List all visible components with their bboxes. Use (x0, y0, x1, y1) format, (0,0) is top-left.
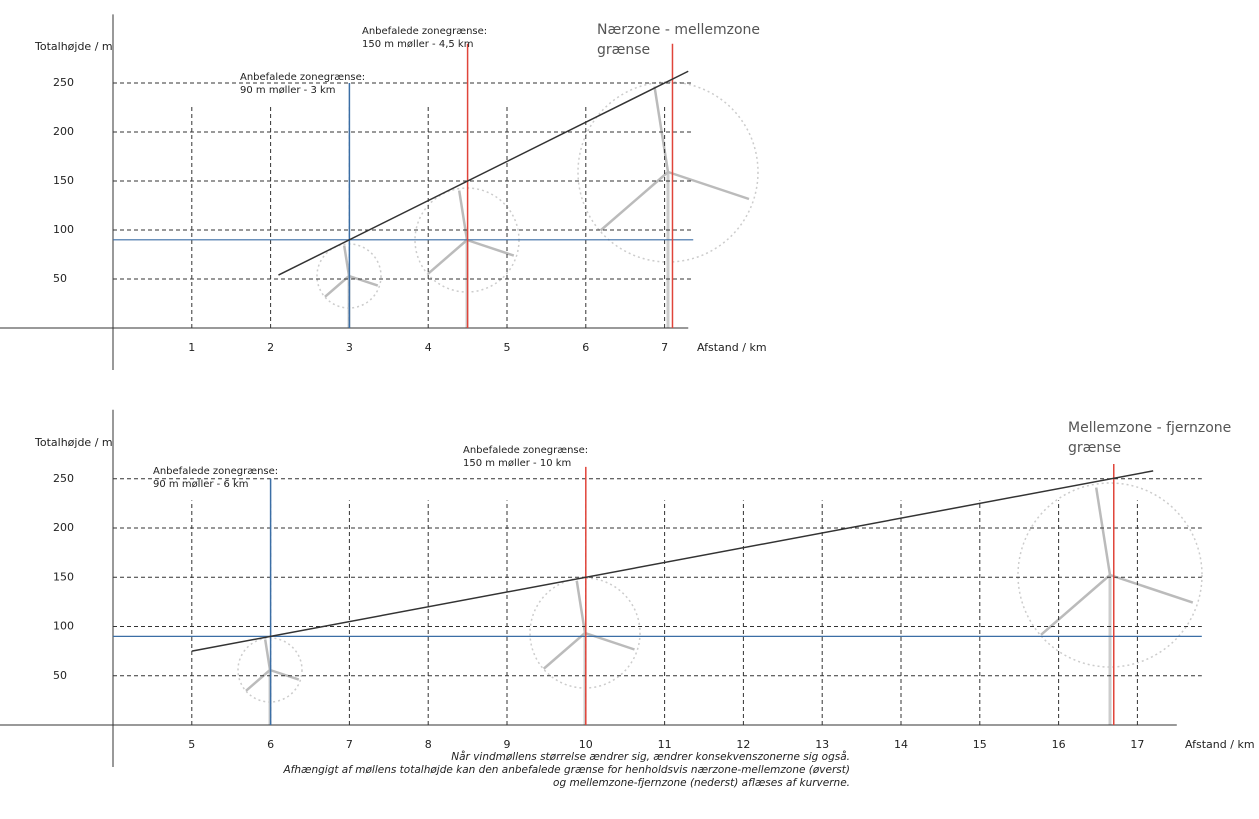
turbine-blade (599, 171, 669, 232)
annotation: Anbefalede zonegrænse: (153, 466, 278, 477)
y-tick-label: 250 (53, 472, 74, 485)
x-tick-label: 7 (661, 341, 668, 354)
turbine-blade (263, 639, 272, 671)
caption: og mellemzone-fjernzone (nederst) aflæse… (553, 777, 850, 789)
annotation: Nærzone - mellemzone (597, 22, 760, 38)
annotation: Anbefalede zonegrænse: (463, 445, 588, 456)
x-tick-label: 6 (267, 738, 274, 751)
x-tick-label: 2 (267, 341, 274, 354)
caption: Når vindmøllens størrelse ændrer sig, æn… (451, 750, 850, 763)
turbine-blade (542, 632, 586, 670)
y-tick-label: 50 (53, 669, 67, 682)
turbine-blade (653, 86, 670, 173)
x-tick-label: 17 (1130, 738, 1144, 751)
y-tick-label: 150 (53, 570, 74, 583)
annotation: grænse (597, 42, 650, 58)
x-axis-label: Afstand / km (697, 341, 767, 354)
y-tick-label: 200 (53, 521, 74, 534)
turbine-blade (1094, 487, 1112, 576)
turbine-rotor (1017, 482, 1203, 668)
y-tick-label: 100 (53, 620, 74, 633)
y-tick-label: 100 (53, 223, 74, 236)
turbine-blade (667, 170, 750, 201)
annotation: 150 m møller - 10 km (463, 458, 571, 469)
x-tick-label: 10 (579, 738, 593, 751)
annotation: Anbefalede zonegrænse: (240, 72, 365, 83)
turbine-blade (342, 245, 351, 277)
x-tick-label: 6 (582, 341, 589, 354)
x-axis-label: Afstand / km (1185, 738, 1255, 751)
turbine-blade (584, 631, 635, 651)
x-tick-label: 8 (425, 738, 432, 751)
annotation: 90 m møller - 3 km (240, 85, 336, 96)
turbine-blade (1109, 573, 1194, 604)
y-axis-label: Totalhøjde / m (34, 40, 113, 53)
y-tick-label: 150 (53, 174, 74, 187)
x-tick-label: 12 (736, 738, 750, 751)
turbine-blade (348, 274, 379, 287)
annotation: 90 m møller - 6 km (153, 479, 249, 490)
height-curve (191, 470, 1154, 652)
x-tick-label: 7 (346, 738, 353, 751)
x-tick-label: 3 (346, 341, 353, 354)
y-tick-label: 50 (53, 272, 67, 285)
turbine-blade (466, 238, 515, 257)
x-tick-label: 5 (504, 341, 511, 354)
turbine-blade (575, 580, 587, 634)
annotation: Anbefalede zonegrænse: (362, 26, 487, 37)
turbine-blade (245, 669, 271, 692)
x-tick-label: 9 (504, 738, 511, 751)
turbine-blade (457, 190, 469, 241)
x-tick-label: 15 (973, 738, 987, 751)
x-tick-label: 13 (815, 738, 829, 751)
x-tick-label: 1 (188, 341, 195, 354)
y-tick-label: 200 (53, 125, 74, 138)
annotation: Mellemzone - fjernzone (1068, 420, 1231, 436)
x-tick-label: 5 (188, 738, 195, 751)
height-curve (278, 70, 689, 276)
annotation: 150 m møller - 4,5 km (362, 39, 473, 50)
x-tick-label: 11 (658, 738, 672, 751)
annotation: grænse (1068, 440, 1121, 456)
y-axis-label: Totalhøjde / m (34, 436, 113, 449)
turbine-blade (1040, 574, 1111, 636)
turbine-blade (427, 239, 468, 275)
x-tick-label: 16 (1052, 738, 1066, 751)
y-tick-label: 250 (53, 76, 74, 89)
turbine-blade (269, 668, 300, 681)
caption: Afhængigt af møllens totalhøjde kan den … (282, 764, 850, 776)
x-tick-label: 14 (894, 738, 908, 751)
x-tick-label: 4 (425, 341, 432, 354)
